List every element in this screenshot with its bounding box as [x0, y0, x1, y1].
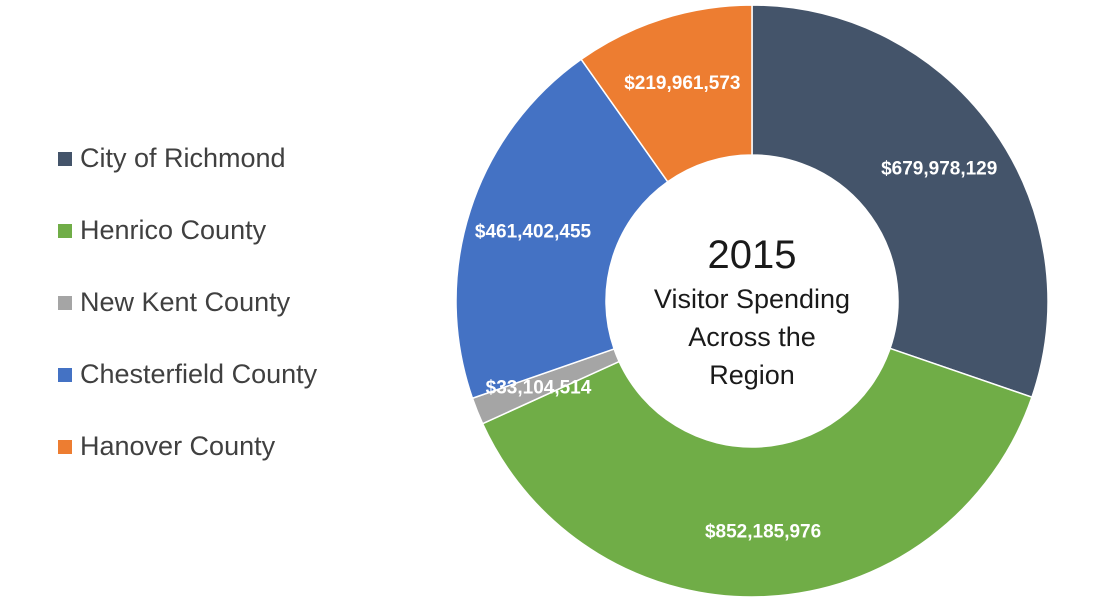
- legend-swatch: [58, 440, 72, 454]
- donut-slices: [455, 4, 1049, 598]
- legend-label: New Kent County: [80, 287, 291, 317]
- center-title-line-3: Region: [709, 360, 795, 390]
- data-label-hanover-county: $219,961,573: [624, 73, 740, 94]
- legend-item-henrico-county: Henrico County: [58, 210, 317, 282]
- data-label-new-kent-county: $33,104,514: [486, 378, 592, 399]
- chart-legend: City of Richmond Henrico County New Kent…: [58, 138, 317, 498]
- slice-henrico-county: [481, 347, 1033, 598]
- data-label-chesterfield-county: $461,402,455: [475, 222, 592, 243]
- center-title-line-1: Visitor Spending: [654, 284, 850, 314]
- legend-item-city-of-richmond: City of Richmond: [58, 138, 317, 210]
- slice-chesterfield-county: [455, 58, 669, 400]
- center-title-year: 2015: [708, 233, 797, 277]
- legend-swatch: [58, 368, 72, 382]
- legend-swatch: [58, 296, 72, 310]
- data-label-city-of-richmond: $679,978,129: [881, 158, 997, 179]
- legend-swatch: [58, 152, 72, 166]
- legend-label: City of Richmond: [80, 143, 286, 173]
- center-title-line-2: Across the: [688, 322, 816, 352]
- legend-item-new-kent-county: New Kent County: [58, 282, 317, 354]
- slice-hanover-county: [580, 4, 753, 183]
- legend-label: Hanover County: [80, 431, 276, 461]
- legend-swatch: [58, 224, 72, 238]
- legend-label: Chesterfield County: [80, 359, 318, 389]
- legend-item-hanover-county: Hanover County: [58, 426, 317, 498]
- legend-label: Henrico County: [80, 215, 267, 245]
- slice-city-of-richmond: [751, 4, 1049, 399]
- donut-data-labels: $679,978,129 $852,185,976 $33,104,514 $461,…: [475, 73, 997, 543]
- legend-item-chesterfield-county: Chesterfield County: [58, 354, 317, 426]
- data-label-henrico-county: $852,185,976: [705, 522, 821, 543]
